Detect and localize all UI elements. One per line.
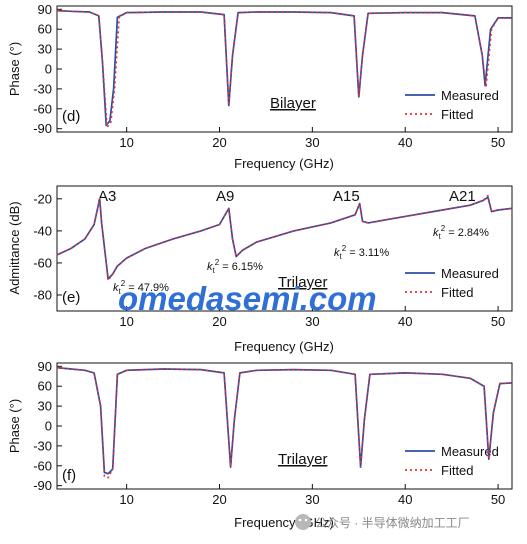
wechat-icon <box>295 514 311 530</box>
x-tick-label: 40 <box>398 135 412 150</box>
wechat-source-text: 公众号 · 半导体微纳加工工厂 <box>315 516 470 530</box>
y-tick-label: 30 <box>38 399 52 414</box>
x-tick-label: 30 <box>305 492 319 507</box>
y-tick-label: 30 <box>38 42 52 57</box>
panel-tag: (d) <box>62 108 80 125</box>
coupling-annotation-a21: kt2 = 2.84% <box>433 224 489 241</box>
y-tick-label: 0 <box>45 62 52 77</box>
panel-d-bilayer-phase: (d) Bilayer Frequency (GHz) Phase (°) Me… <box>7 2 513 171</box>
x-tick-label: 50 <box>491 492 505 507</box>
y-tick-label: -80 <box>33 287 52 302</box>
x-tick-label: 40 <box>398 314 412 329</box>
x-tick-label: 30 <box>305 314 319 329</box>
resonance-label-a15: A15 <box>333 188 360 205</box>
panel-title: Bilayer <box>270 95 316 112</box>
legend-label-fitted: Fitted <box>441 107 474 122</box>
series-lines <box>56 9 512 129</box>
plot-frame <box>56 185 513 312</box>
wechat-icon-eye-right <box>304 518 308 522</box>
x-tick-label: 30 <box>305 135 319 150</box>
panel-f-trilayer-phase: (f) Trilayer Frequency (GHz) Phase (°) M… <box>7 359 513 530</box>
legend-label-measured: Measured <box>441 88 499 103</box>
watermark-text: omedasemi.com <box>118 280 377 317</box>
axis-ticks: 10 20 30 40 50 90 60 30 0 -30 -60 -90 <box>33 2 505 150</box>
y-tick-label: -20 <box>33 191 52 206</box>
x-tick-label: 10 <box>119 492 133 507</box>
y-tick-label: -30 <box>33 81 52 96</box>
panel-title: Trilayer <box>278 274 327 291</box>
y-axis-label: Phase (°) <box>7 399 22 453</box>
x-tick-label: 10 <box>119 135 133 150</box>
resonance-label-a21: A21 <box>449 188 476 205</box>
x-tick-label: 20 <box>212 135 226 150</box>
panel-tag: (f) <box>62 467 76 484</box>
x-tick-label: 20 <box>212 314 226 329</box>
panel-title: Trilayer <box>278 451 327 468</box>
y-tick-label: 60 <box>38 22 52 37</box>
x-tick-label: 10 <box>119 314 133 329</box>
x-tick-label: 50 <box>491 314 505 329</box>
y-tick-label: -40 <box>33 223 52 238</box>
x-tick-label: 40 <box>398 492 412 507</box>
y-axis-label: Phase (°) <box>7 42 22 96</box>
x-tick-label: 20 <box>212 492 226 507</box>
legend-label-measured: Measured <box>441 444 499 459</box>
legend-label-fitted: Fitted <box>441 463 474 478</box>
wechat-icon-eye-left <box>298 518 302 522</box>
y-tick-label: -90 <box>33 121 52 136</box>
y-tick-label: -60 <box>33 458 52 473</box>
resonance-label-a3: A3 <box>98 188 116 205</box>
y-tick-label: -90 <box>33 478 52 493</box>
coupling-annotation-a3: kt2 = 47.9% <box>113 279 169 296</box>
y-tick-label: -30 <box>33 438 52 453</box>
coupling-annotation-a15: kt2 = 3.11% <box>334 244 389 261</box>
x-tick-label: 50 <box>491 135 505 150</box>
y-tick-label: 90 <box>38 2 52 17</box>
series-line-fitted <box>56 9 512 129</box>
resonance-label-a9: A9 <box>216 188 234 205</box>
x-axis-label: Frequency (GHz) <box>234 156 334 171</box>
series-line-measured <box>56 366 513 475</box>
panel-e-trilayer-admittance: (e) Trilayer Frequency (GHz) Admittance … <box>7 185 513 354</box>
series-lines <box>56 366 513 479</box>
y-axis-label: Admittance (dB) <box>7 201 22 294</box>
axis-ticks: 10 20 30 40 50 -20 -40 -60 -80 <box>33 191 505 329</box>
axis-ticks: 10 20 30 40 50 90 60 30 0 -30 -60 -90 <box>33 359 505 507</box>
y-tick-label: -60 <box>33 255 52 270</box>
wechat-source-overlay: 公众号 · 半导体微纳加工工厂 <box>295 514 470 530</box>
x-axis-label: Frequency (GHz) <box>234 339 334 354</box>
series-line-fitted <box>56 366 513 479</box>
series-lines <box>56 194 513 282</box>
legend-label-measured: Measured <box>441 266 499 281</box>
legend-label-fitted: Fitted <box>441 285 474 300</box>
panel-tag: (e) <box>62 289 80 306</box>
y-tick-label: -60 <box>33 101 52 116</box>
y-tick-label: 90 <box>38 359 52 374</box>
series-line-fitted <box>56 194 513 282</box>
y-tick-label: 60 <box>38 379 52 394</box>
y-tick-label: 0 <box>45 419 52 434</box>
coupling-annotation-a9: kt2 = 6.15% <box>207 258 263 275</box>
